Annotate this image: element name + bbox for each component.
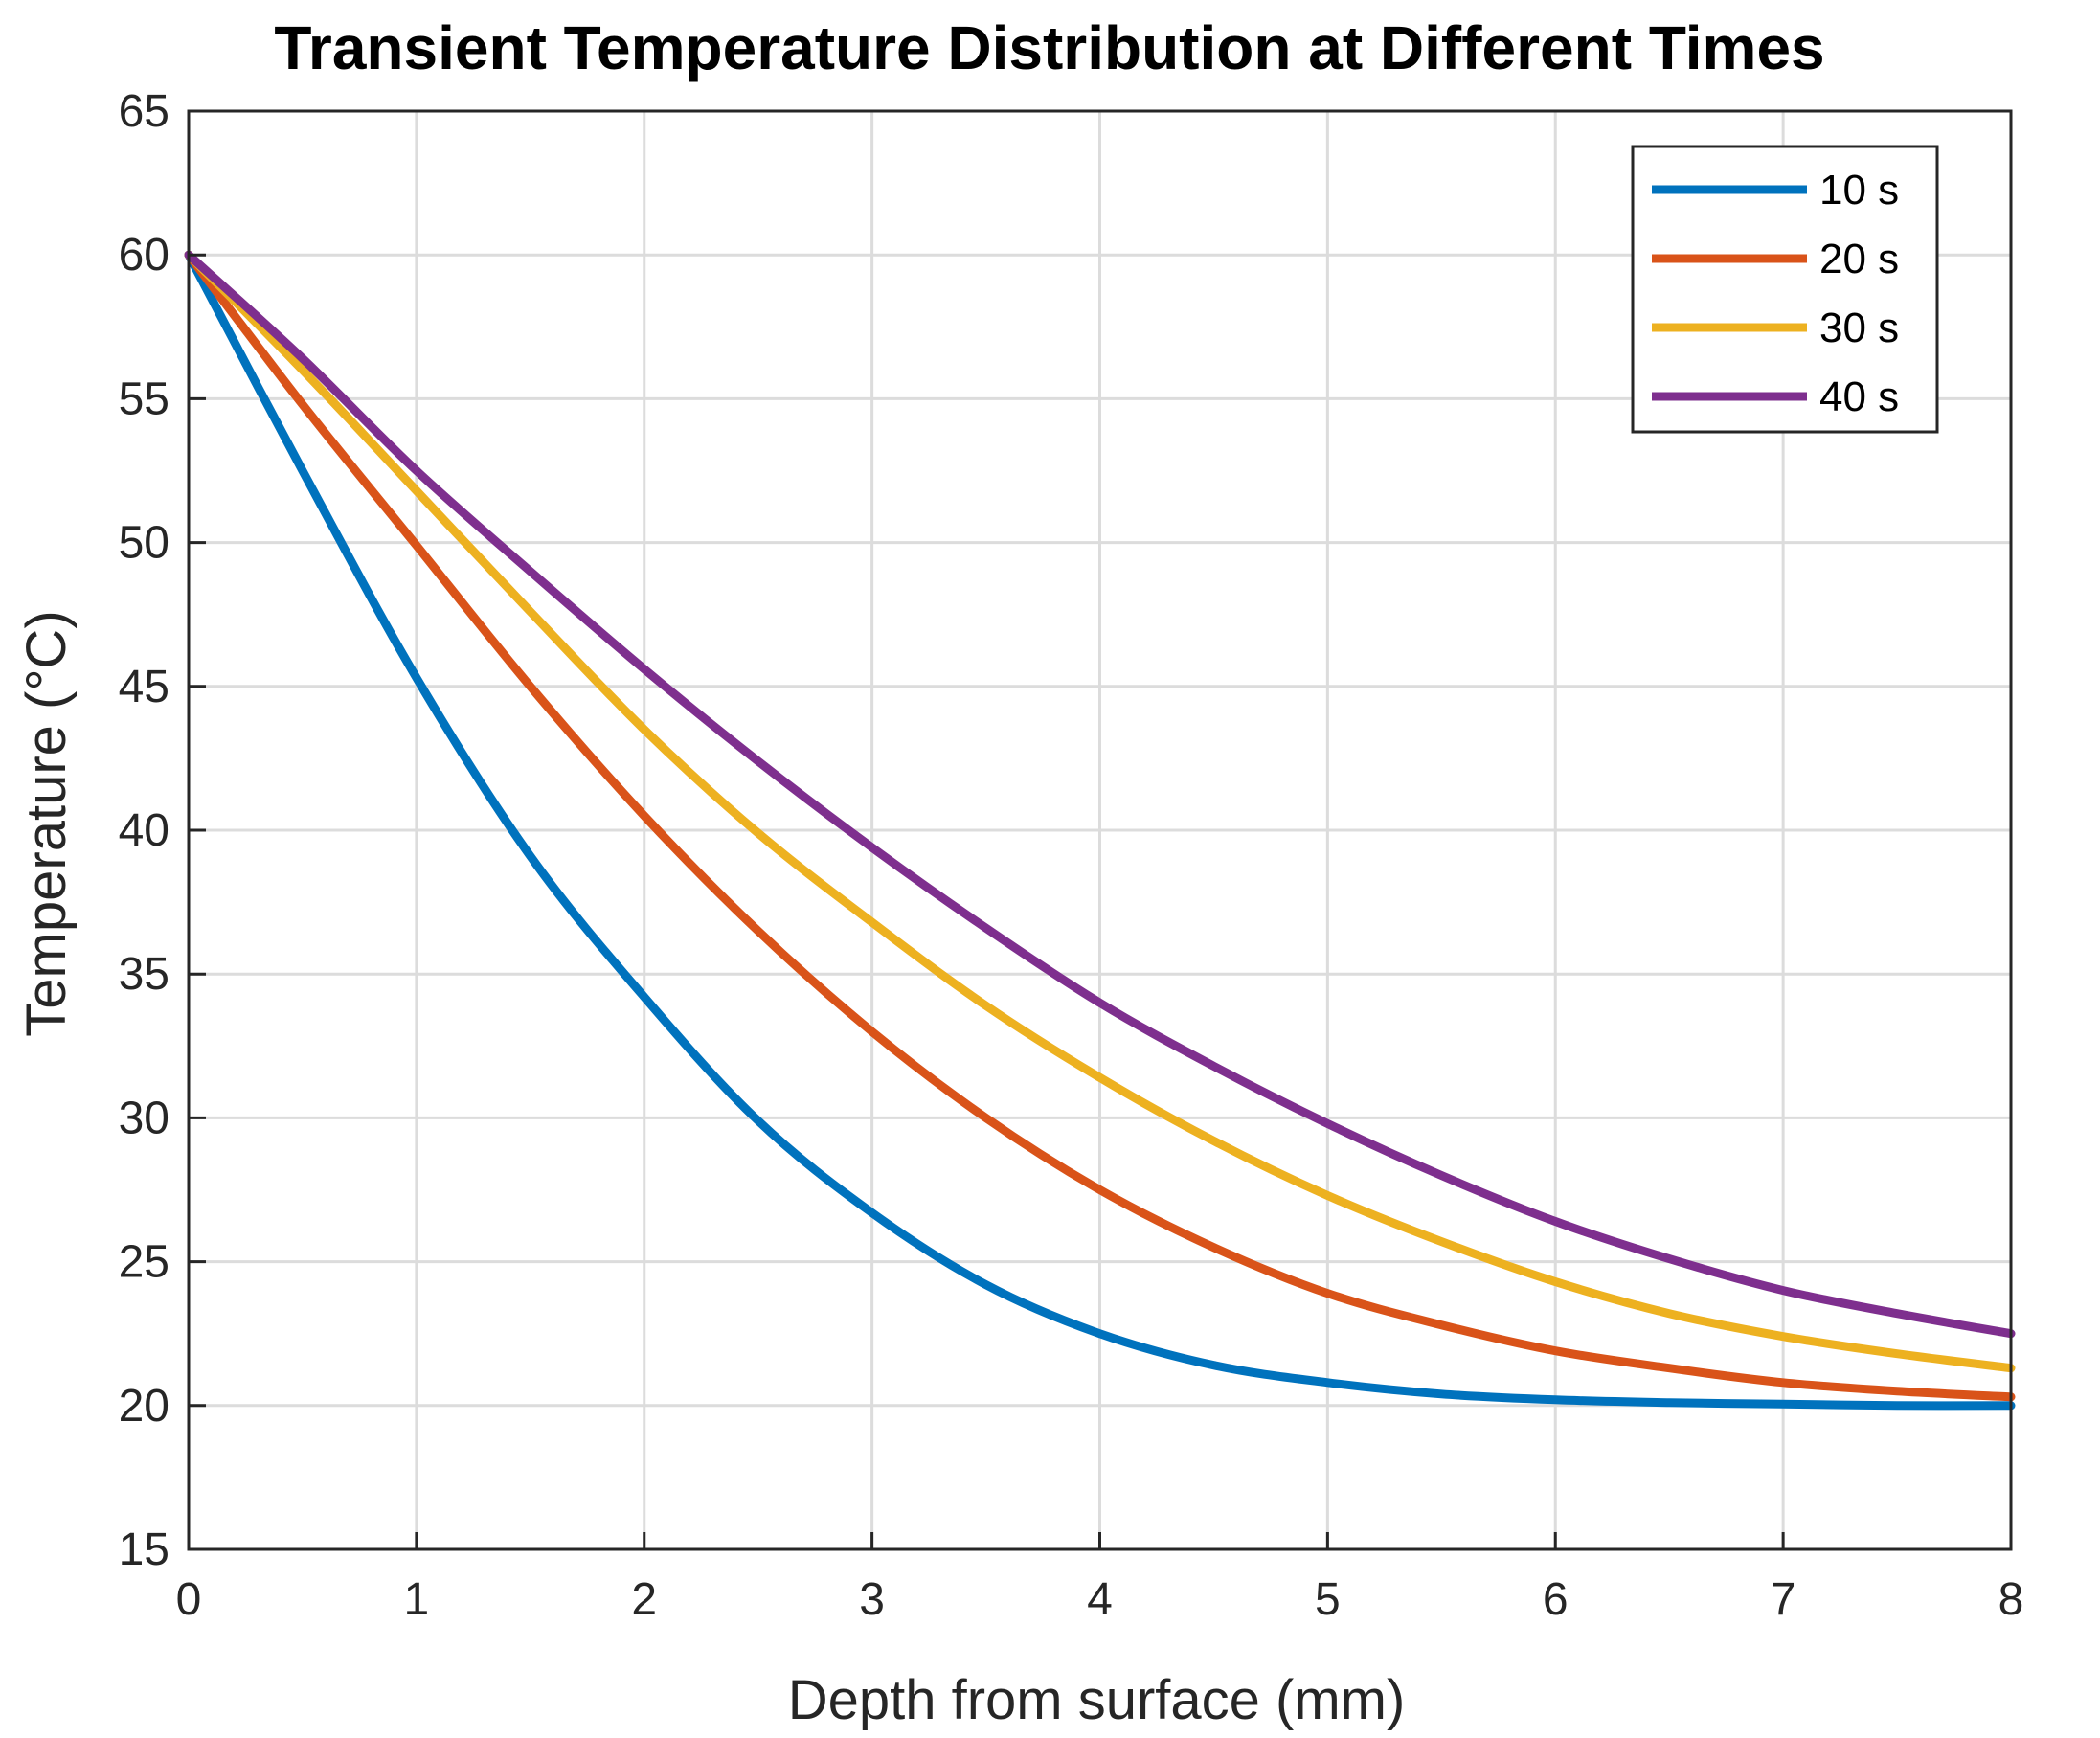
y-tick-label: 65 [119,86,169,137]
series-line-30s [184,250,2016,1373]
y-tick-label: 15 [119,1524,169,1575]
x-tick-label: 5 [1315,1574,1341,1625]
y-tick-label: 25 [119,1237,169,1288]
y-tick-label: 35 [119,949,169,1000]
x-tick-label: 6 [1543,1574,1569,1625]
y-axis-label: Temperature (°C) [15,610,78,1036]
series-line-20s [184,250,2016,1402]
y-tick-label: 20 [119,1381,169,1432]
grid [189,111,2011,1549]
plot-lines [184,250,2016,1411]
x-axis-ticks: 0 1 2 3 4 5 6 7 8 [176,1532,2024,1625]
legend-label: 30 s [1819,305,1899,351]
y-tick-label: 40 [119,805,169,856]
legend-label: 10 s [1819,167,1899,214]
x-tick-label: 2 [631,1574,657,1625]
x-tick-label: 7 [1771,1574,1796,1625]
y-tick-label: 30 [119,1093,169,1143]
legend-label: 40 s [1819,373,1899,420]
x-axis-label: Depth from surface (mm) [788,1669,1406,1731]
legend-label: 20 s [1819,236,1899,282]
x-tick-label: 1 [404,1574,430,1625]
y-tick-label: 55 [119,373,169,424]
y-tick-label: 45 [119,662,169,712]
legend-box [1631,145,1939,434]
y-axis-ticks: 15 20 25 30 35 40 45 50 55 60 65 [119,86,206,1575]
y-tick-label: 60 [119,230,169,281]
y-tick-label: 50 [119,518,169,569]
x-tick-label: 8 [1998,1574,2024,1625]
legend-items: 10 s 20 s 30 s 40 s [1652,167,1899,420]
x-tick-label: 0 [176,1574,202,1625]
series-line-40s [184,250,2016,1339]
chart-title: Transient Temperature Distribution at Di… [274,13,1824,82]
x-tick-label: 3 [859,1574,885,1625]
series-line-10s [184,250,2016,1411]
legend: 10 s 20 s 30 s 40 s [1631,145,1939,434]
x-tick-label: 4 [1087,1574,1113,1625]
